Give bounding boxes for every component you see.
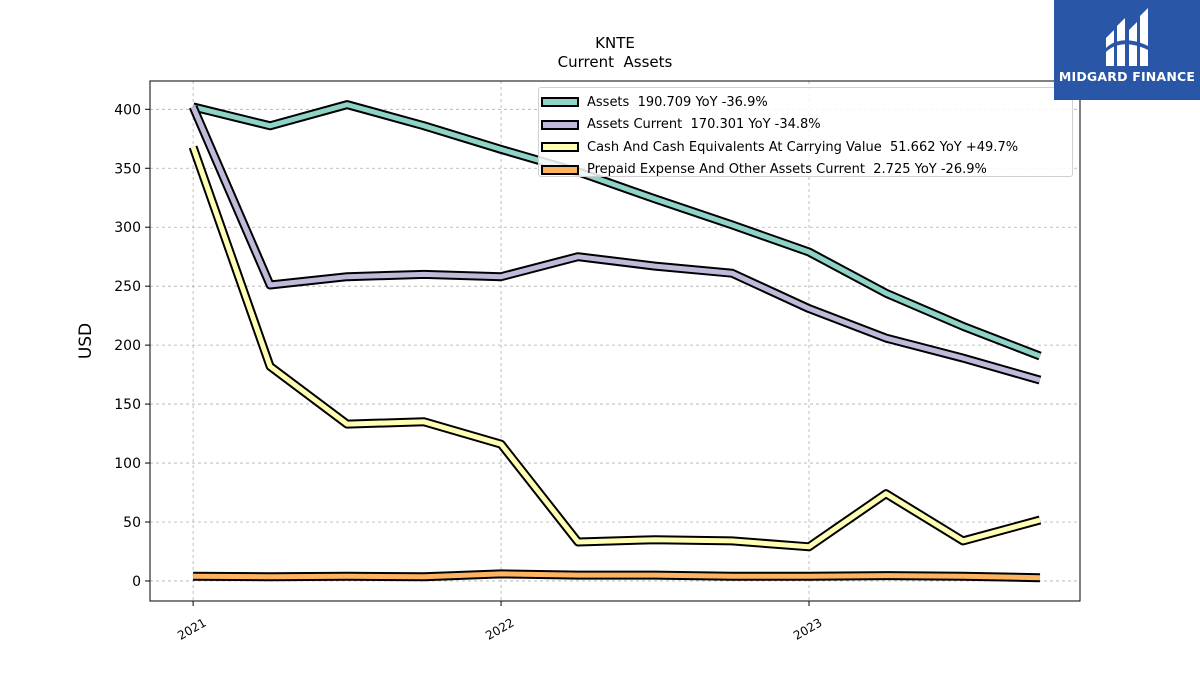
series-lines (188, 100, 1042, 583)
x-tick-label: 2023 (791, 615, 824, 642)
legend-label: Cash And Cash Equivalents At Carrying Va… (587, 139, 1019, 155)
legend-swatch (541, 97, 579, 108)
y-tick-label: 150 (114, 397, 141, 413)
logo-mark-icon (1106, 8, 1148, 66)
y-tick-label: 250 (114, 279, 141, 295)
legend-item: Assets 190.709 YoY -36.9% (539, 91, 1072, 114)
y-tick-label: 50 (123, 515, 141, 531)
series-line (192, 102, 1041, 359)
series-cash-and-cash-equivalents-at-carrying-value (188, 145, 1042, 552)
x-axis: 2021 2022 2023 (175, 601, 825, 643)
legend-item: Assets Current 170.301 YoY -34.8% (539, 114, 1072, 137)
x-tick-label: 2022 (483, 615, 516, 642)
y-tick-label: 400 (114, 102, 141, 118)
logo-text: MIDGARD FINANCE (1058, 69, 1196, 84)
legend-label: Assets Current 170.301 YoY -34.8% (587, 117, 821, 133)
plot-frame (149, 80, 1081, 602)
series-assets (192, 100, 1042, 361)
chart-subtitle: Current Assets (558, 53, 673, 71)
series-line (193, 571, 1041, 581)
legend-swatch (541, 119, 579, 130)
legend-label: Prepaid Expense And Other Assets Current… (587, 162, 987, 178)
y-tick-label: 100 (114, 456, 141, 472)
y-tick-label: 0 (132, 574, 141, 590)
legend-item: Prepaid Expense And Other Assets Current… (539, 159, 1072, 182)
y-tick-label: 200 (114, 338, 141, 354)
legend-swatch (541, 142, 579, 153)
series-line (190, 105, 1041, 383)
legend-label: Assets 190.709 YoY -36.9% (587, 94, 768, 110)
chart-title: KNTE (595, 34, 635, 52)
y-tick-label: 350 (114, 161, 141, 177)
series-assets-current (188, 105, 1042, 385)
series-line (190, 146, 1041, 550)
legend-item: Cash And Cash Equivalents At Carrying Va… (539, 136, 1072, 159)
midgard-finance-logo: MIDGARD FINANCE (1054, 0, 1200, 100)
legend-swatch (541, 164, 579, 175)
y-axis: 0 50 100 150 200 250 300 350 400 (114, 102, 150, 590)
series-prepaid-expense-and-other-assets-current (193, 569, 1041, 583)
legend: Assets 190.709 YoY -36.9% Assets Current … (538, 87, 1073, 177)
y-tick-label: 300 (114, 220, 141, 236)
x-tick-label: 2021 (175, 615, 208, 642)
y-axis-label: USD (76, 323, 96, 359)
